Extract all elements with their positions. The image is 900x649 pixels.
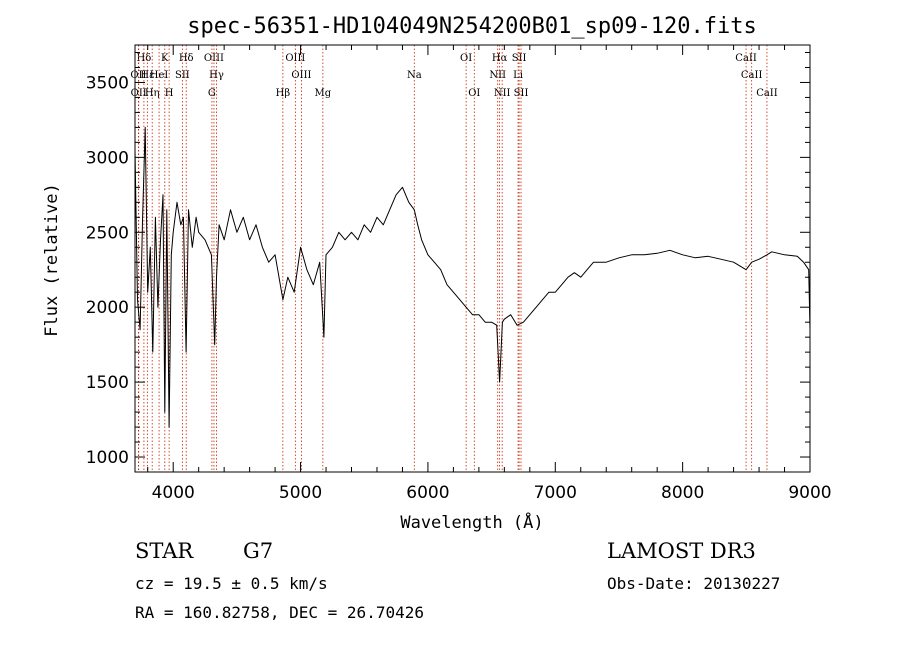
line-marker-label: OIII	[285, 53, 305, 64]
x-tick-label: 8000	[661, 483, 704, 503]
y-axis: 1000 1500 2000 2500 3000 3500	[86, 51, 810, 468]
line-marker-label: Na	[407, 70, 422, 81]
y-tick-label: 3000	[86, 148, 129, 168]
survey-label: LAMOST DR3	[607, 539, 756, 563]
line-marker-label: OII	[130, 70, 146, 81]
line-marker-label: OII	[131, 88, 147, 99]
line-marker-label: Hδ	[137, 53, 152, 64]
line-marker-label: NII	[494, 88, 511, 99]
line-marker-label: OI	[468, 88, 480, 99]
x-tick-label: 6000	[406, 483, 449, 503]
line-marker-label: SII	[175, 70, 190, 81]
ra-dec-text: RA = 160.82758, DEC = 26.70426	[135, 603, 424, 622]
chart-title: spec-56351-HD104049N254200B01_sp09-120.f…	[187, 14, 757, 39]
line-marker-label: Hβ	[276, 88, 291, 99]
line-marker-label: Hδ	[179, 53, 194, 64]
line-marker-label: Mg	[315, 88, 332, 99]
y-axis-label: Flux (relative)	[42, 183, 62, 337]
x-tick-label: 4000	[152, 483, 195, 503]
spectrum-line	[134, 126, 811, 428]
x-axis: 4000 5000 6000 7000 8000 9000	[147, 45, 832, 503]
object-subclass: G7	[243, 539, 274, 563]
line-marker-label: K	[161, 53, 169, 64]
line-marker-label: Hα	[492, 53, 508, 64]
line-marker-label: Li	[513, 70, 523, 81]
line-marker-label: Hγ	[209, 70, 224, 81]
line-marker-label: HeI	[150, 70, 169, 81]
x-tick-label: 5000	[279, 483, 322, 503]
y-tick-label: 2500	[86, 223, 129, 243]
line-marker-label: Hε	[140, 70, 154, 81]
line-marker-label: G	[208, 88, 216, 99]
line-marker-label: H	[165, 88, 174, 99]
line-marker-label: OI	[460, 53, 472, 64]
x-tick-label: 7000	[534, 483, 577, 503]
obs-date-text: Obs-Date: 20130227	[607, 574, 781, 593]
plot-frame	[134, 44, 811, 473]
y-tick-label: 1500	[86, 373, 129, 393]
series-group	[134, 126, 811, 428]
y-tick-label: 2000	[86, 298, 129, 318]
x-tick-label: 9000	[788, 483, 831, 503]
line-marker-label: CaII	[741, 70, 763, 81]
line-marker-label: SII	[514, 88, 529, 99]
line-marker-label: OIII	[204, 53, 224, 64]
y-tick-label: 3500	[86, 73, 129, 93]
line-marker-label: SII	[512, 53, 527, 64]
redshift-text: cz = 19.5 ± 0.5 km/s	[135, 574, 328, 593]
line-marker-label: Hη	[145, 88, 160, 99]
line-marker-label: CaII	[735, 53, 757, 64]
object-class: STAR	[135, 539, 194, 563]
line-marker-label: NII	[489, 70, 506, 81]
x-axis-label: Wavelength (Å)	[400, 511, 543, 533]
line-marker-label: OIII	[291, 70, 311, 81]
line-marker-label: CaII	[756, 88, 778, 99]
y-tick-label: 1000	[86, 448, 129, 468]
